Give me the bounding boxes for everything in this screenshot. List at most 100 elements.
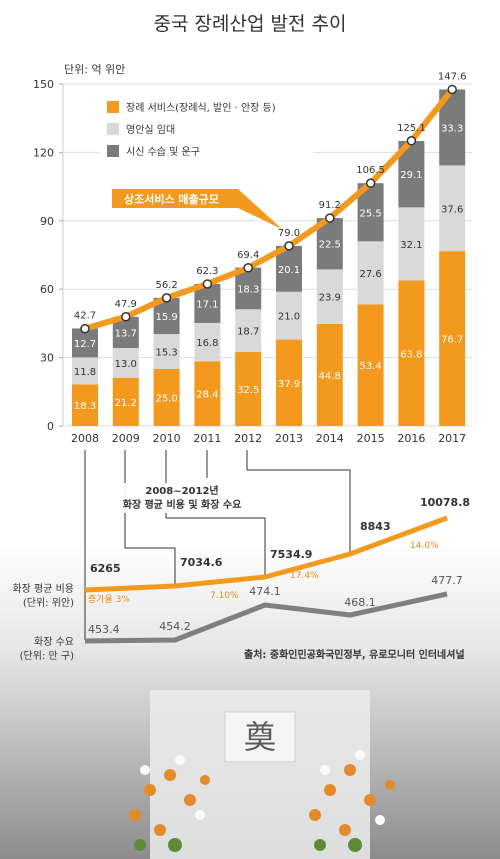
y-tick-labels: 0 30 60 90 120 150 [33, 78, 63, 433]
y-tick-label: 60 [40, 283, 54, 296]
connector-line [246, 450, 351, 554]
bar-segment [316, 323, 343, 426]
x-tick-label: 2013 [275, 432, 303, 445]
y-tick-label: 0 [47, 420, 54, 433]
bar-segment [276, 291, 302, 340]
bar-segment [112, 348, 139, 378]
total-point [406, 136, 417, 146]
cost-value-label: 7534.9 [270, 548, 312, 561]
legend-label: 장례 서비스(장례식, 발인 · 안장 등) [126, 102, 276, 114]
x-tick-label: 2011 [193, 432, 221, 445]
x-tick-label: 2017 [438, 432, 466, 445]
demand-value-label: 453.4 [88, 623, 120, 636]
bar-segment [276, 339, 302, 426]
legend-label: 시신 수습 및 운구 [126, 146, 200, 158]
bar-value-label: 76.7 [441, 335, 463, 346]
total-point [80, 323, 90, 334]
total-value-label: 147.6 [438, 71, 467, 82]
bar-segment [439, 165, 466, 252]
bar-value-label: 16.8 [196, 338, 218, 349]
x-tick-label: 2016 [397, 432, 425, 445]
bar-value-label: 18.7 [237, 327, 259, 338]
x-tick-label: 2010 [153, 432, 181, 445]
legend-swatch [107, 123, 119, 135]
cost-growth-label: 14.0% [410, 541, 439, 551]
bar-value-label: 37.9 [278, 379, 300, 390]
total-value-label: 42.7 [74, 311, 96, 322]
cost-value-label: 8843 [360, 520, 391, 533]
demand-series-label: 화장 수요 [34, 636, 74, 648]
source-note: 출처: 중화인민공화국민정부, 유로모니터 인터네셔널 [244, 648, 465, 661]
demand-value-label: 454.2 [159, 620, 191, 633]
x-tick-label: 2014 [316, 432, 344, 445]
cost-value-label: 6265 [90, 562, 121, 575]
bar-value-label: 32.1 [400, 240, 422, 251]
funeral-photo-background: 奠 [0, 540, 500, 859]
x-tick-label: 2012 [234, 432, 262, 445]
bar-value-label: 28.4 [196, 390, 218, 401]
total-point [325, 213, 335, 223]
demand-value-label: 474.1 [249, 585, 281, 598]
bar-segment [235, 351, 262, 426]
bar-value-label: 63.8 [400, 349, 422, 360]
bar-segment [398, 207, 425, 281]
total-point [161, 293, 172, 303]
x-tick-label: 2008 [71, 432, 99, 445]
bar-segment [398, 280, 425, 426]
bar-value-label: 33.3 [441, 123, 463, 134]
total-point [202, 279, 213, 289]
bar-value-label: 27.6 [359, 269, 381, 280]
chart-title: 중국 장례산업 발전 추이 [154, 13, 347, 35]
total-point [365, 178, 376, 188]
demand-unit-label: (단위: 만 구) [20, 649, 74, 662]
total-point [447, 84, 457, 95]
y-tick-label: 120 [33, 146, 54, 159]
bar-segment [194, 283, 221, 323]
cost-growth-label: 증가율 3% [88, 594, 130, 605]
bar-value-label: 21.0 [278, 312, 300, 323]
bar-value-label: 18.3 [74, 401, 96, 412]
y-tick-label: 30 [40, 352, 54, 365]
legend-swatch [107, 145, 119, 157]
lower-line-chart: 화장 평균 비용(단위: 위안) 화장 수요(단위: 만 구) 6265 7034.6… [12, 496, 470, 662]
total-line-series: 42.7 47.9 56.2 62.3 69.4 79.0 91.2 106.5 125.1 14… [74, 71, 467, 334]
total-value-label: 69.4 [237, 250, 259, 261]
total-value-label: 125.1 [397, 123, 426, 134]
bar-segment [194, 361, 221, 426]
total-point [121, 312, 131, 322]
bar-segment [72, 384, 98, 426]
cost-line [84, 515, 448, 593]
svg-text:奠: 奠 [244, 718, 276, 756]
bar-value-label: 37.6 [441, 204, 463, 215]
lower-chart-title-box: 2008~2012년 화장 평균 비용 및 화장 수요 [107, 483, 257, 513]
total-value-label: 47.9 [115, 299, 137, 310]
lower-title-line: 화장 평균 비용 및 화장 수요 [123, 498, 242, 511]
cost-growth-label: 7.10% [210, 591, 239, 601]
x-tick-label: 2009 [112, 432, 140, 445]
bar-segment [194, 322, 221, 362]
bar-segment [439, 251, 466, 426]
bar-value-label: 21.2 [115, 398, 137, 409]
legend-label: 영안실 임대 [126, 123, 175, 136]
cost-unit-label: (단위: 위안) [23, 596, 74, 609]
bar-value-label: 25.0 [155, 394, 177, 405]
total-line [82, 86, 456, 332]
callout-label: 상조서비스 매출규모 [124, 192, 219, 206]
bar-segment [357, 304, 384, 426]
total-point [284, 241, 294, 251]
total-value-label: 91.2 [319, 200, 341, 211]
bar-value-label: 53.4 [359, 361, 381, 372]
bar-value-label: 29.1 [400, 170, 422, 181]
total-value-label: 79.0 [278, 228, 300, 239]
bar-segment [357, 241, 384, 305]
bar-value-label: 23.9 [319, 293, 341, 304]
bar-value-label: 20.1 [278, 265, 300, 276]
bar-segment [235, 309, 262, 352]
bar-value-label: 44.8 [319, 371, 341, 382]
total-value-label: 62.3 [196, 266, 218, 277]
bar-value-label: 18.3 [237, 284, 259, 295]
demand-value-label: 477.7 [431, 574, 463, 587]
x-tick-label: 2015 [357, 432, 385, 445]
unit-label: 단위: 억 위안 [64, 63, 125, 76]
cost-series-label: 화장 평균 비용 [12, 583, 74, 595]
